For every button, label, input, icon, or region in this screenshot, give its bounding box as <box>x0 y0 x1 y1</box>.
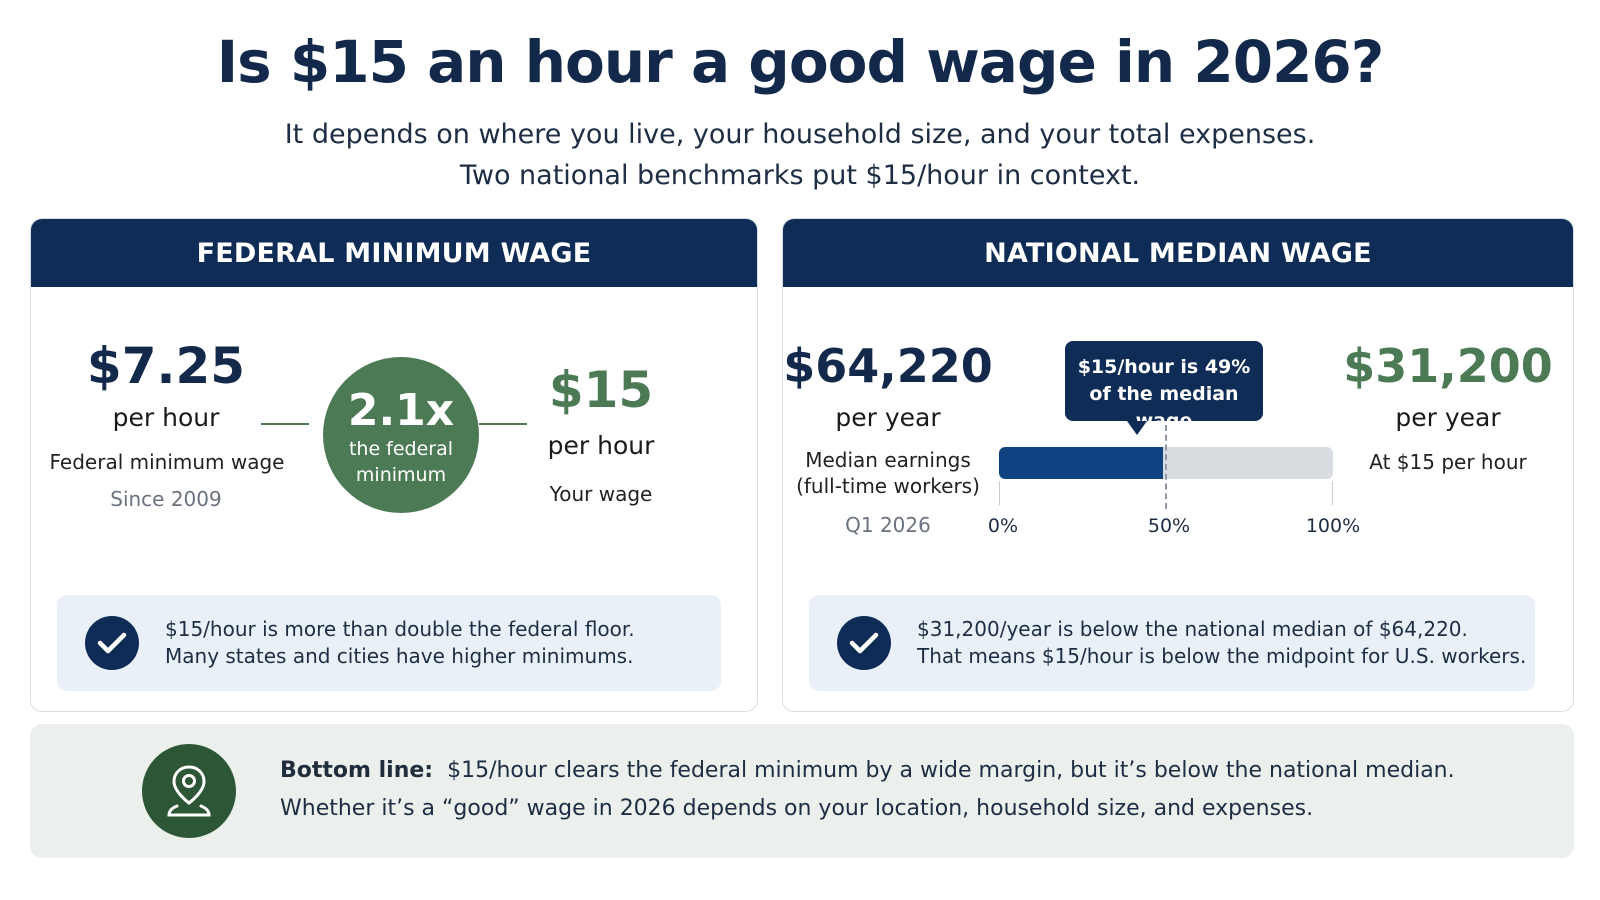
axis-label-0: 0% <box>987 515 1019 537</box>
your-wage-unit: per hour <box>547 431 655 460</box>
bottom-line-2: Whether it’s a “good” wage in 2026 depen… <box>280 796 1314 821</box>
median-desc-line-1: Median earnings <box>805 448 971 472</box>
ratio-caption-1: the federal <box>348 438 454 460</box>
axis-label-100: 100% <box>1305 515 1361 537</box>
axis-tick-0 <box>999 481 1000 505</box>
tooltip-line-1: $15/hour is 49% <box>1077 356 1251 378</box>
annual-wage-unit: per year <box>1395 403 1501 432</box>
federal-min-desc: Federal minimum wage <box>49 450 285 474</box>
page-title: Is $15 an hour a good wage in 2026? <box>216 28 1385 96</box>
connector-left <box>261 423 309 425</box>
federal-note-line-1: $15/hour is more than double the federal… <box>165 617 635 641</box>
federal-note-line-2: Many states and cities have higher minim… <box>165 644 634 668</box>
tooltip-line-2: of the median wage <box>1089 383 1239 432</box>
ratio-value: 2.1x <box>347 385 455 436</box>
median-progress-fill <box>999 447 1163 479</box>
ratio-circle: 2.1x the federal minimum <box>323 357 479 513</box>
federal-note: $15/hour is more than double the federal… <box>57 595 721 691</box>
bottom-line-label: Bottom line: <box>280 758 434 783</box>
axis-tick-100 <box>1332 481 1333 505</box>
federal-note-text: $15/hour is more than double the federal… <box>165 616 635 670</box>
median-panel-heading: NATIONAL MEDIAN WAGE <box>783 219 1573 287</box>
bottom-line-1: Bottom line: $15/hour clears the federal… <box>280 752 1455 790</box>
federal-min-value: $7.25 <box>86 337 246 395</box>
check-icon <box>85 616 139 670</box>
connector-right <box>479 423 527 425</box>
federal-min-unit: per hour <box>112 403 220 432</box>
subtitle-line-1: It depends on where you live, your house… <box>284 119 1316 150</box>
median-unit: per year <box>835 403 941 432</box>
bottom-line-text: Bottom line: $15/hour clears the federal… <box>280 752 1455 828</box>
median-note-line-2: That means $15/hour is below the midpoin… <box>917 644 1527 668</box>
ratio-caption-2: minimum <box>355 464 447 486</box>
page-subtitle: It depends on where you live, your house… <box>0 114 1600 196</box>
annual-wage-value: $31,200 <box>1343 339 1553 393</box>
location-person-icon <box>142 744 236 838</box>
median-desc: Median earnings (full-time workers) <box>783 447 993 499</box>
median-note-text: $31,200/year is below the national media… <box>917 616 1526 670</box>
median-note-line-1: $31,200/year is below the national media… <box>917 617 1468 641</box>
median-value: $64,220 <box>783 339 993 393</box>
your-wage-value: $15 <box>548 361 654 419</box>
midpoint-dashed-line <box>1165 425 1167 509</box>
annual-wage-desc: At $15 per hour <box>1369 450 1527 474</box>
median-period: Q1 2026 <box>845 513 931 537</box>
federal-panel-heading: FEDERAL MINIMUM WAGE <box>31 219 757 287</box>
median-tooltip: $15/hour is 49% of the median wage <box>1065 341 1263 435</box>
axis-label-50: 50% <box>1147 515 1191 537</box>
median-desc-line-2: (full-time workers) <box>796 474 980 498</box>
your-wage-desc: Your wage <box>549 482 653 506</box>
check-icon <box>837 616 891 670</box>
bottom-line-1-text: $15/hour clears the federal minimum by a… <box>447 758 1455 783</box>
federal-minimum-panel: FEDERAL MINIMUM WAGE $7.25 per hour Fede… <box>30 218 758 712</box>
bottom-line-box: Bottom line: $15/hour clears the federal… <box>30 724 1574 858</box>
federal-min-since: Since 2009 <box>110 487 222 511</box>
subtitle-line-2: Two national benchmarks put $15/hour in … <box>459 160 1141 191</box>
median-note: $31,200/year is below the national media… <box>809 595 1535 691</box>
national-median-panel: NATIONAL MEDIAN WAGE $64,220 per year Me… <box>782 218 1574 712</box>
